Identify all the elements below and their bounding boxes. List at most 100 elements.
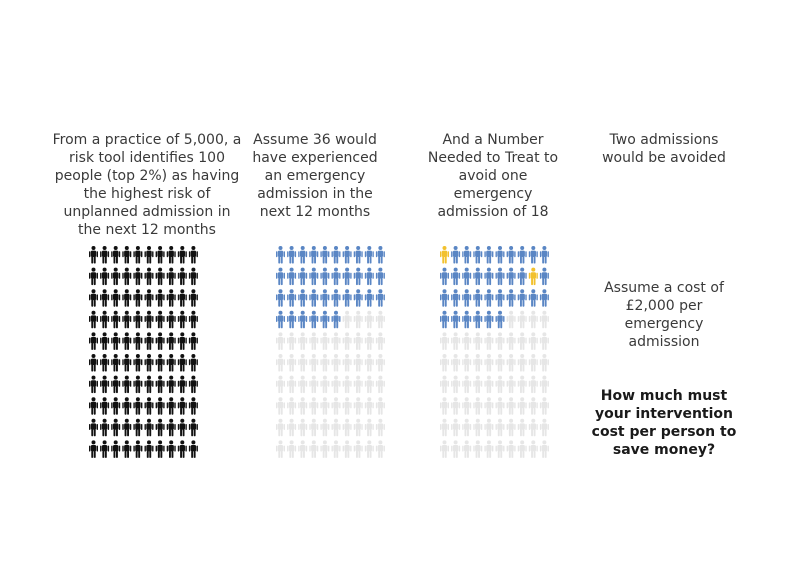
person-icon xyxy=(539,375,549,394)
person-icon xyxy=(287,267,297,286)
person-icon xyxy=(353,332,363,350)
person-icon xyxy=(353,418,363,437)
person-icon xyxy=(375,332,385,350)
person-icon xyxy=(89,418,98,437)
person-icon xyxy=(188,289,198,307)
person-icon xyxy=(188,310,198,329)
person-icon xyxy=(287,246,297,264)
person-icon xyxy=(188,397,198,415)
person-icon xyxy=(144,397,154,415)
person-icon xyxy=(506,418,516,437)
person-icon xyxy=(506,375,516,394)
person-icon xyxy=(144,289,154,307)
person-icon xyxy=(309,375,319,394)
person-icon xyxy=(364,289,374,307)
person-icon xyxy=(528,440,538,458)
person-icon xyxy=(276,289,285,307)
person-icon xyxy=(276,246,285,264)
person-icon xyxy=(100,310,110,329)
person-icon xyxy=(440,375,449,394)
person-icon xyxy=(342,332,352,350)
person-icon xyxy=(111,289,121,307)
person-icon xyxy=(495,267,505,286)
person-icon xyxy=(111,310,121,329)
person-icon xyxy=(440,440,449,458)
person-icon xyxy=(440,354,449,372)
person-icon xyxy=(364,332,374,350)
person-icon xyxy=(309,246,319,264)
person-icon xyxy=(111,267,121,286)
person-icon xyxy=(364,440,374,458)
person-icon xyxy=(155,310,165,329)
person-icon xyxy=(539,354,549,372)
person-icon xyxy=(495,375,505,394)
person-icon xyxy=(89,289,98,307)
person-icon xyxy=(166,397,176,415)
person-icon xyxy=(506,310,516,329)
person-icon xyxy=(100,267,110,286)
person-icon xyxy=(495,418,505,437)
person-icon xyxy=(177,440,187,458)
person-icon xyxy=(528,332,538,350)
person-icon xyxy=(309,310,319,329)
person-icon xyxy=(440,310,449,329)
caption-nnt: And a Number Needed to Treat to avoid on… xyxy=(427,132,559,220)
person-icon xyxy=(177,289,187,307)
pictogram-emergency-admissions xyxy=(276,246,385,458)
person-icon xyxy=(111,440,121,458)
person-icon xyxy=(298,397,308,415)
person-icon xyxy=(298,289,308,307)
person-icon xyxy=(517,440,527,458)
person-icon xyxy=(517,310,527,329)
caption-admissions-avoided: Two admissions would be avoided xyxy=(602,132,726,166)
person-icon xyxy=(375,354,385,372)
person-icon xyxy=(506,332,516,350)
person-icon xyxy=(276,310,285,329)
person-icon xyxy=(122,354,132,372)
person-icon xyxy=(353,310,363,329)
person-icon xyxy=(309,354,319,372)
person-icon xyxy=(122,246,132,264)
person-icon xyxy=(495,310,505,329)
person-icon xyxy=(287,289,297,307)
person-icon xyxy=(517,246,527,264)
person-icon xyxy=(298,246,308,264)
person-icon xyxy=(276,397,285,415)
person-icon xyxy=(177,267,187,286)
person-icon xyxy=(375,310,385,329)
person-icon xyxy=(451,289,461,307)
person-icon xyxy=(473,246,483,264)
person-icon xyxy=(528,289,538,307)
person-icon xyxy=(375,418,385,437)
person-icon xyxy=(451,332,461,350)
person-icon xyxy=(484,354,494,372)
person-icon xyxy=(298,267,308,286)
person-icon xyxy=(155,440,165,458)
person-icon xyxy=(100,332,110,350)
person-icon xyxy=(528,397,538,415)
person-icon xyxy=(440,246,449,264)
person-icon xyxy=(473,289,483,307)
person-icon xyxy=(506,246,516,264)
person-icon xyxy=(177,246,187,264)
person-icon xyxy=(353,375,363,394)
person-icon xyxy=(111,418,121,437)
person-icon xyxy=(331,440,341,458)
person-icon xyxy=(287,418,297,437)
person-icon xyxy=(166,332,176,350)
person-icon xyxy=(166,310,176,329)
person-icon xyxy=(331,397,341,415)
person-icon xyxy=(309,267,319,286)
person-icon xyxy=(177,332,187,350)
caption-assume-36: Assume 36 would have experienced an emer… xyxy=(252,132,378,220)
person-icon xyxy=(342,246,352,264)
person-icon xyxy=(484,397,494,415)
person-icon xyxy=(353,440,363,458)
person-icon xyxy=(539,397,549,415)
person-icon xyxy=(276,267,285,286)
person-icon xyxy=(331,375,341,394)
person-icon xyxy=(517,289,527,307)
person-icon xyxy=(364,267,374,286)
person-icon xyxy=(144,375,154,394)
person-icon xyxy=(320,375,330,394)
